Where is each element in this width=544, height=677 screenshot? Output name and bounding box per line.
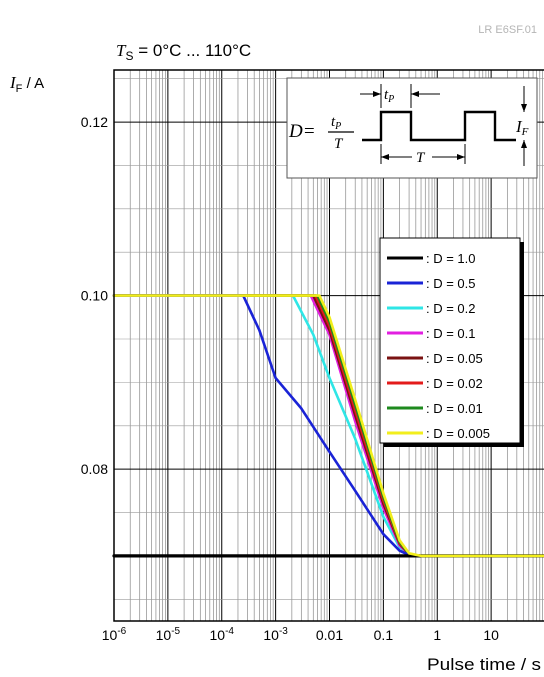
inset-if-arrowhead-bottom <box>521 140 527 148</box>
x-tick-label: 0.01 <box>316 627 343 643</box>
document-id: LR E6SF.01 <box>478 24 537 36</box>
plot-frame <box>113 69 544 622</box>
x-tick-label: 1 <box>433 627 441 643</box>
x-tick-label: 10-5 <box>156 626 181 643</box>
x-tick-label: 10 <box>483 627 499 643</box>
x-tick-label: 10-6 <box>102 626 127 643</box>
series-line-7 <box>112 294 544 558</box>
x-ticks: 10-6 10-5 10-4 10-3 0.01 0.1 1 10 <box>102 626 499 643</box>
y-tick-label: 0.12 <box>81 114 108 130</box>
legend: : D = 1.0 : D = 0.5 : D = 0.2 : D = 0.1 : D … <box>379 237 524 447</box>
y-ticks: 0.08 0.10 0.12 <box>81 114 108 477</box>
inset-t-label: T <box>416 150 426 166</box>
legend-items: : D = 1.0 : D = 0.5 : D = 0.2 : D = 0.1 : D … <box>387 251 490 441</box>
inset-if-label: IF <box>515 117 529 138</box>
inset-t-arrowhead-right <box>457 154 465 160</box>
legend-label: : D = 0.05 <box>426 351 483 366</box>
x-tick-label: 10-3 <box>263 626 288 643</box>
inset-d-label: D= <box>288 121 316 142</box>
legend-label: : D = 0.005 <box>426 426 490 441</box>
inset-t-denominator: T <box>334 136 344 152</box>
chart-title: TS = 0°C ... 110°C <box>116 41 251 63</box>
inset-t-arrowhead-left <box>381 154 389 160</box>
x-tick-label: 10-4 <box>210 626 235 643</box>
legend-label: : D = 0.2 <box>426 301 476 316</box>
inset-tp-arrowhead-left <box>373 91 381 97</box>
legend-label: : D = 0.01 <box>426 401 483 416</box>
inset-tp-arrowhead-right <box>411 91 419 97</box>
legend-label: : D = 1.0 <box>426 251 476 266</box>
y-tick-label: 0.10 <box>81 288 108 304</box>
legend-label: : D = 0.02 <box>426 376 483 391</box>
legend-label: : D = 0.5 <box>426 276 476 291</box>
y-tick-label: 0.08 <box>81 461 108 477</box>
inset-tp-fraction: tP <box>331 114 341 132</box>
y-axis-label: IF / A <box>9 73 44 95</box>
x-axis-label: Pulse time / s <box>427 655 541 674</box>
inset-pulse-waveform <box>362 110 516 142</box>
legend-label: : D = 0.1 <box>426 326 476 341</box>
pulse-inset: D= tP T tP T IF <box>286 77 538 179</box>
plot-series <box>112 294 544 558</box>
x-tick-label: 0.1 <box>374 627 394 643</box>
inset-tp-label: tP <box>384 87 394 105</box>
inset-if-arrowhead-top <box>521 104 527 112</box>
